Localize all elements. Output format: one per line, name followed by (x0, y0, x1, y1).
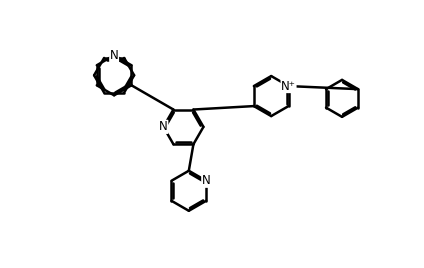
Text: N: N (110, 49, 118, 62)
Text: N⁺: N⁺ (281, 80, 296, 92)
Text: N: N (202, 174, 211, 187)
Text: N: N (159, 120, 168, 133)
